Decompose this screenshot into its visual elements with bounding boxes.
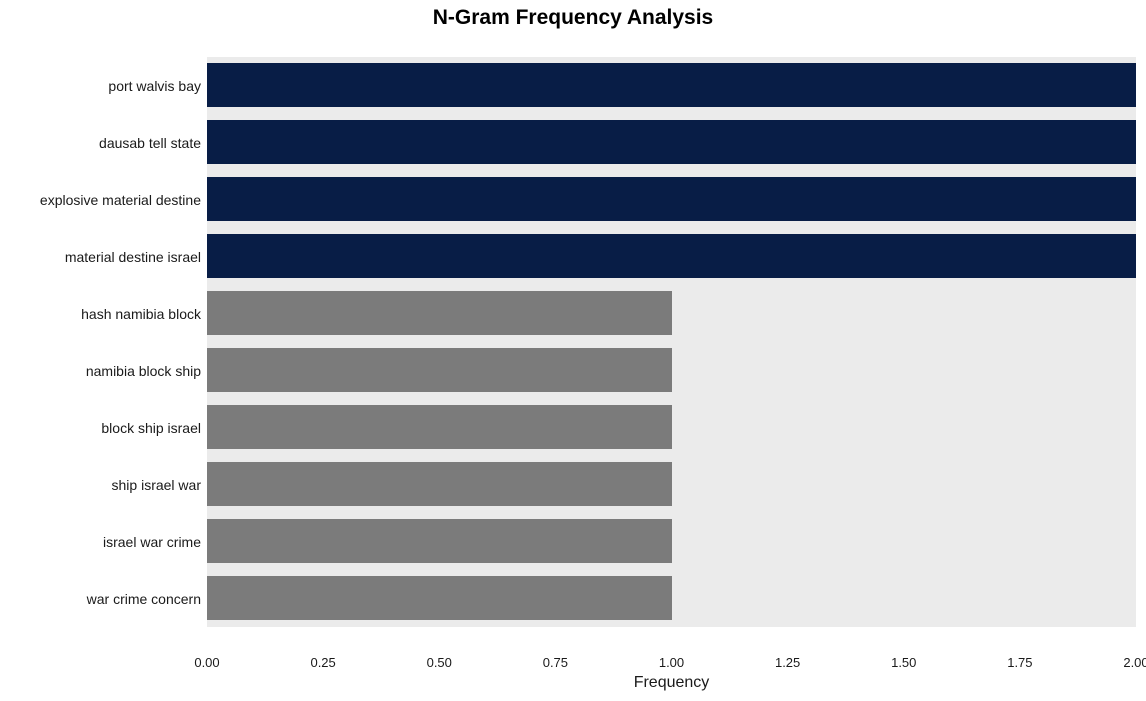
bar <box>207 405 672 449</box>
bar <box>207 348 672 392</box>
chart-title: N-Gram Frequency Analysis <box>0 6 1146 30</box>
bar <box>207 120 1136 164</box>
x-axis-title: Frequency <box>207 674 1136 692</box>
y-tick-label: war crime concern <box>87 591 201 607</box>
x-tick-label: 0.25 <box>310 655 335 670</box>
bar <box>207 234 1136 278</box>
plot-area <box>207 35 1136 649</box>
bar <box>207 519 672 563</box>
y-tick-label: material destine israel <box>65 249 201 265</box>
x-tick-label: 0.00 <box>194 655 219 670</box>
bar <box>207 63 1136 107</box>
x-tick-label: 1.25 <box>775 655 800 670</box>
ngram-chart: N-Gram Frequency Analysis Frequency port… <box>0 0 1146 701</box>
x-tick-label: 1.00 <box>659 655 684 670</box>
x-tick-label: 0.75 <box>543 655 568 670</box>
y-tick-label: namibia block ship <box>86 363 201 379</box>
gridline <box>1136 35 1137 649</box>
bar <box>207 291 672 335</box>
y-tick-label: israel war crime <box>103 534 201 550</box>
x-tick-label: 1.75 <box>1007 655 1032 670</box>
x-tick-label: 1.50 <box>891 655 916 670</box>
x-tick-label: 0.50 <box>427 655 452 670</box>
bar <box>207 177 1136 221</box>
y-tick-label: ship israel war <box>112 477 201 493</box>
y-tick-label: dausab tell state <box>99 135 201 151</box>
y-tick-label: block ship israel <box>101 420 201 436</box>
bar <box>207 576 672 620</box>
y-tick-label: explosive material destine <box>40 192 201 208</box>
bar <box>207 462 672 506</box>
y-tick-label: port walvis bay <box>108 78 201 94</box>
x-tick-label: 2.00 <box>1123 655 1146 670</box>
y-tick-label: hash namibia block <box>81 306 201 322</box>
